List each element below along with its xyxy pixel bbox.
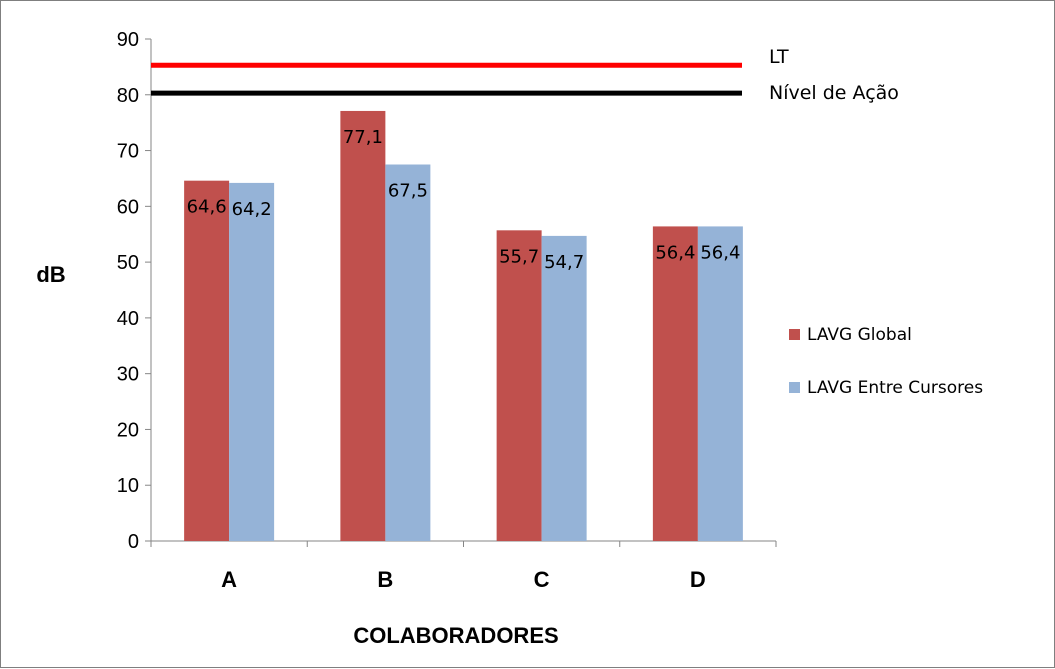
bar-lavg-entre-cursores	[697, 226, 743, 541]
x-tick-label: A	[221, 567, 237, 592]
bar-lavg-global	[184, 180, 230, 542]
data-label: 55,7	[499, 246, 539, 267]
x-axis-title: COLABORADORES	[353, 623, 558, 648]
bar-lavg-entre-cursores	[229, 182, 275, 541]
legend-swatch	[789, 382, 800, 393]
bar-lavg-global	[496, 230, 542, 541]
data-label: 56,4	[700, 242, 740, 263]
data-label: 64,2	[232, 199, 272, 220]
data-label: 77,1	[343, 127, 383, 148]
y-tick-label: 10	[117, 475, 139, 497]
x-tick-label: B	[377, 567, 393, 592]
y-tick-label: 80	[117, 85, 139, 107]
x-tick-label: D	[690, 567, 706, 592]
y-tick-label: 60	[117, 196, 139, 218]
data-label: 56,4	[655, 242, 695, 263]
y-tick-label: 90	[117, 29, 139, 51]
bars	[184, 110, 743, 542]
bar-lavg-entre-cursores	[541, 235, 587, 541]
y-axis-title: dB	[36, 262, 65, 287]
y-tick-label: 30	[117, 364, 139, 386]
y-tick-label: 20	[117, 419, 139, 441]
data-label: 64,6	[187, 197, 227, 218]
axes: 0 10 20 30 40 50 60 70 80 90 A B C D	[117, 29, 777, 592]
y-tick-label: 50	[117, 252, 139, 274]
y-tick-label: 70	[117, 141, 139, 163]
legend-label: LAVG Entre Cursores	[807, 378, 983, 398]
data-label: 54,7	[544, 252, 584, 273]
reference-label: Nível de Ação	[769, 82, 899, 104]
x-tick-label: C	[534, 567, 550, 592]
bar-lavg-entre-cursores	[385, 164, 431, 541]
reference-lines: LT Nível de Ação	[151, 46, 899, 104]
y-tick-label: 0	[128, 531, 139, 553]
data-labels: 64,6 64,2 77,1 67,5 55,7 54,7 56,4 56,4	[187, 127, 741, 273]
legend-swatch	[789, 329, 800, 340]
legend: LAVG Global LAVG Entre Cursores	[789, 325, 983, 398]
bar-lavg-global	[340, 110, 386, 541]
y-tick-label: 40	[117, 308, 139, 330]
bar-lavg-global	[652, 226, 698, 541]
data-label: 67,5	[388, 181, 428, 202]
legend-label: LAVG Global	[807, 325, 912, 345]
reference-label: LT	[769, 46, 789, 68]
